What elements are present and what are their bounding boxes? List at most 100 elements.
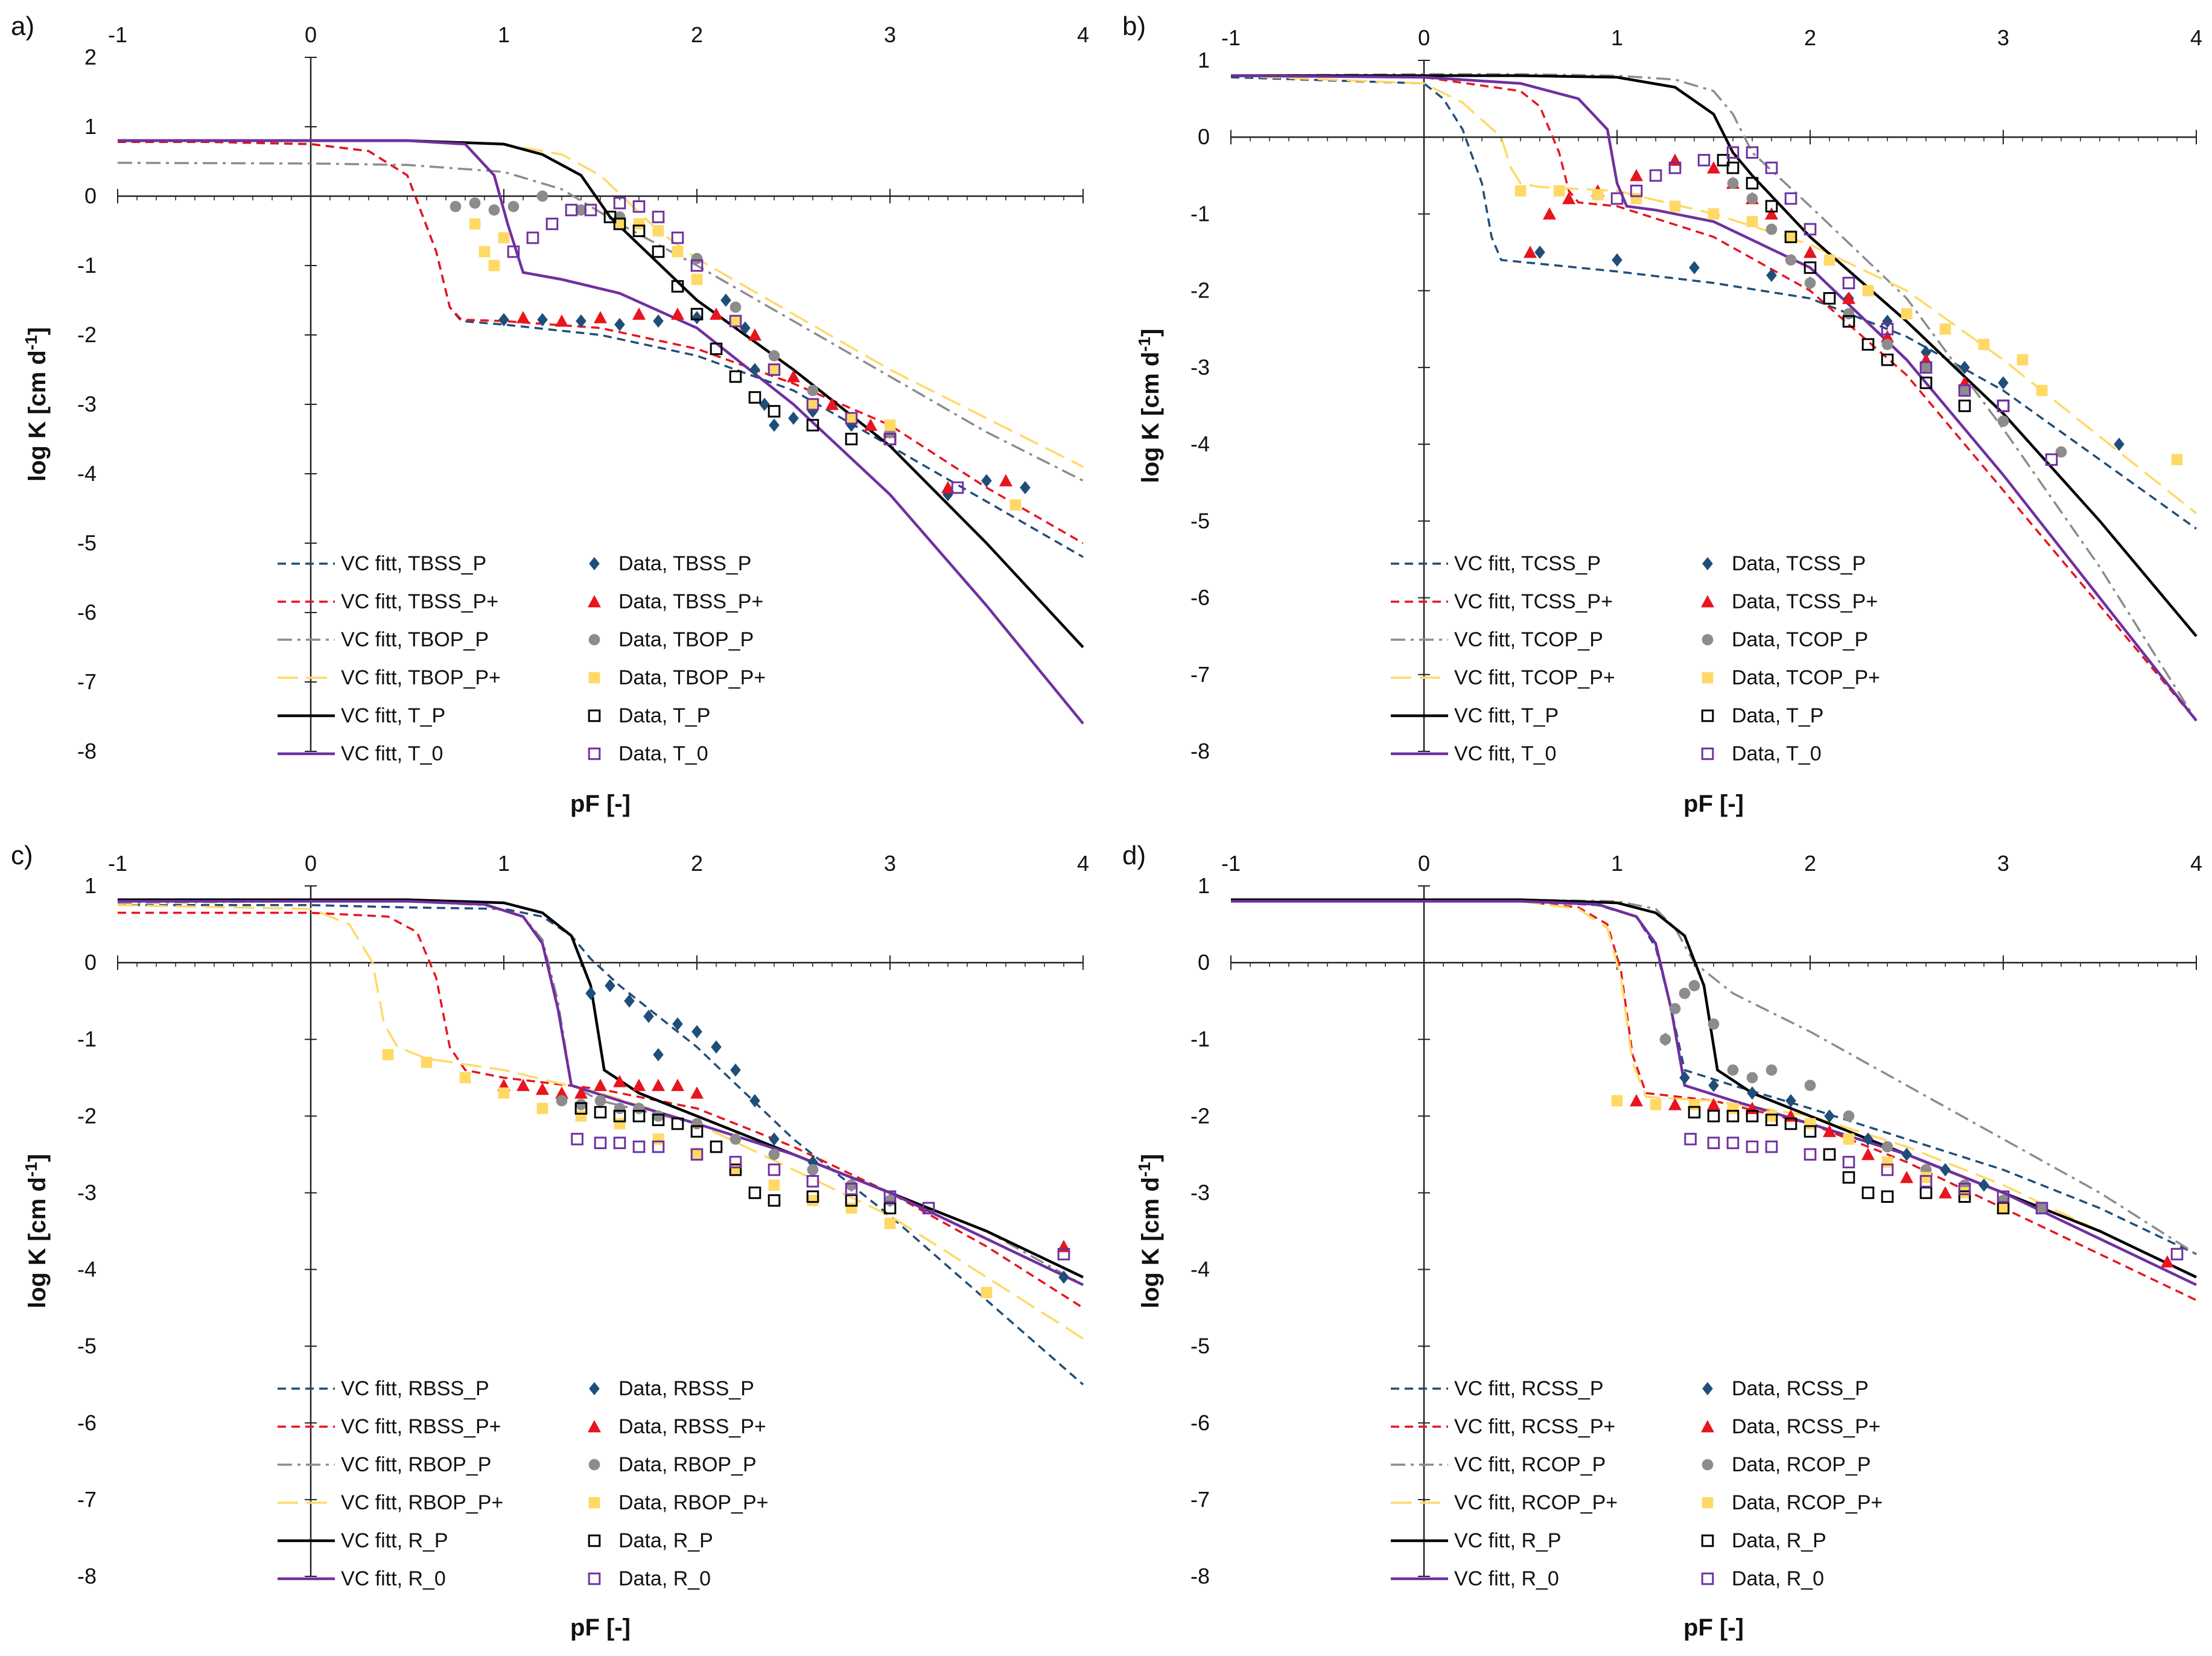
fit-curve-6 <box>118 139 1084 725</box>
y-axis-label: log K [cm d-1] <box>22 327 51 482</box>
data-point-6 <box>1919 361 1933 374</box>
y-tick-label: -2 <box>77 322 97 347</box>
x-axis-label: pF [-] <box>570 1614 631 1641</box>
y-tick-label: -5 <box>77 1334 97 1358</box>
legend-marker-swatch <box>1702 1497 1714 1509</box>
fit-curve-6 <box>1231 900 2197 1287</box>
data-point-6 <box>1726 146 1740 159</box>
data-point-6 <box>1997 400 2010 412</box>
legend-label: Data, RBOP_P <box>618 1453 757 1476</box>
data-point-2 <box>574 1086 588 1099</box>
data-point-5 <box>710 1140 723 1153</box>
data-point-3 <box>845 1179 857 1191</box>
fit-curve-5 <box>1231 74 2198 637</box>
data-point-1 <box>1863 1132 1874 1146</box>
data-point-3 <box>1765 1064 1778 1076</box>
data-point-2 <box>1823 1124 1836 1138</box>
data-point-5 <box>1784 231 1797 243</box>
data-point-1 <box>769 418 780 432</box>
data-point-5 <box>594 1106 607 1119</box>
y-axis-label-superscript: -1 <box>1135 1162 1154 1177</box>
y-tick-label: -7 <box>1190 662 1210 687</box>
data-point-1 <box>1747 1086 1758 1100</box>
legend-label: Data, TCOP_P+ <box>1732 666 1880 689</box>
data-point-2 <box>864 418 877 431</box>
data-point-2 <box>1562 192 1575 205</box>
legend-label: Data, T_0 <box>618 742 708 765</box>
y-tick-label: 0 <box>84 183 97 208</box>
data-point-4 <box>672 246 684 258</box>
x-tick-label: 0 <box>305 851 317 876</box>
data-point-4 <box>478 246 491 258</box>
y-tick-label: -7 <box>77 669 97 694</box>
data-point-6 <box>632 1140 646 1153</box>
data-point-2 <box>516 311 530 323</box>
y-tick-label: -1 <box>77 253 97 278</box>
data-point-6 <box>1881 322 1894 336</box>
data-point-6 <box>1881 1164 1894 1176</box>
data-point-5 <box>1881 353 1894 366</box>
x-tick-label: 2 <box>1804 851 1816 876</box>
x-tick-label: -1 <box>1221 851 1241 876</box>
data-point-6 <box>2170 1247 2184 1261</box>
y-tick-label: -3 <box>77 1180 97 1205</box>
legend-label: Data, TBSS_P <box>618 552 752 575</box>
x-tick-label: -1 <box>108 851 127 876</box>
data-point-4 <box>1727 1103 1739 1114</box>
data-point-4 <box>633 218 645 230</box>
chart-panel-3: c) -1 0 1 2 3 4 1 0 -1 -2 -3 -4 -5 -6 -7 -8 pF [-] log K [… <box>11 841 1089 1641</box>
y-tick-label: -4 <box>77 461 97 486</box>
data-point-3 <box>1765 223 1778 235</box>
legend-marker-swatch <box>588 1572 601 1585</box>
y-tick-label: 1 <box>84 873 97 898</box>
data-point-3 <box>450 200 462 212</box>
data-point-3 <box>652 1110 664 1122</box>
data-point-5 <box>690 1125 704 1138</box>
data-point-5 <box>1746 1110 1759 1123</box>
legend-label: VC fitt, T_0 <box>1454 742 1556 765</box>
y-tick-label: 1 <box>1198 48 1210 72</box>
data-point-5 <box>603 211 617 223</box>
data-point-6 <box>526 231 539 244</box>
legend-label: Data, TCOP_P <box>1732 628 1868 651</box>
data-point-3 <box>469 197 481 209</box>
data-point-4 <box>768 364 780 375</box>
data-point-5 <box>748 1186 761 1199</box>
x-tick-label: 0 <box>1418 25 1430 50</box>
legend-label: Data, T_P <box>618 704 710 727</box>
data-point-4 <box>1785 231 1797 243</box>
data-point-3 <box>633 1103 645 1114</box>
data-point-3 <box>536 190 548 202</box>
legend-label: Data, RCOP_P <box>1732 1453 1871 1476</box>
data-point-6 <box>951 481 964 494</box>
data-point-4 <box>1611 1095 1623 1107</box>
y-tick-label: 0 <box>84 950 97 975</box>
data-point-1 <box>1882 314 1893 328</box>
data-point-6 <box>1668 161 1682 174</box>
data-point-4 <box>421 1057 433 1068</box>
data-point-4 <box>652 1133 664 1145</box>
data-point-6 <box>545 217 559 231</box>
legend-marker-swatch <box>588 1420 601 1433</box>
data-point-4 <box>2171 454 2183 465</box>
x-tick-label: -1 <box>108 22 127 47</box>
data-point-4 <box>1630 193 1642 205</box>
data-point-1 <box>691 311 702 325</box>
data-point-6 <box>1804 223 1817 236</box>
data-point-4 <box>575 1110 587 1122</box>
data-point-1 <box>1679 1071 1690 1084</box>
legend-label: VC fitt, RBOP_P+ <box>341 1491 503 1514</box>
data-point-3 <box>691 253 703 264</box>
data-point-4 <box>691 273 703 285</box>
y-tick-label: -7 <box>1190 1487 1210 1512</box>
data-point-4 <box>498 232 510 244</box>
data-point-6 <box>652 211 665 223</box>
data-point-6 <box>1610 192 1624 205</box>
data-point-1 <box>1020 481 1031 494</box>
x-tick-label: 1 <box>1611 25 1623 50</box>
data-point-6 <box>1842 276 1855 290</box>
data-point-4 <box>614 1118 626 1130</box>
legend-marker-swatch <box>588 595 601 608</box>
data-point-5 <box>1842 315 1855 328</box>
data-point-3 <box>1881 339 1893 351</box>
